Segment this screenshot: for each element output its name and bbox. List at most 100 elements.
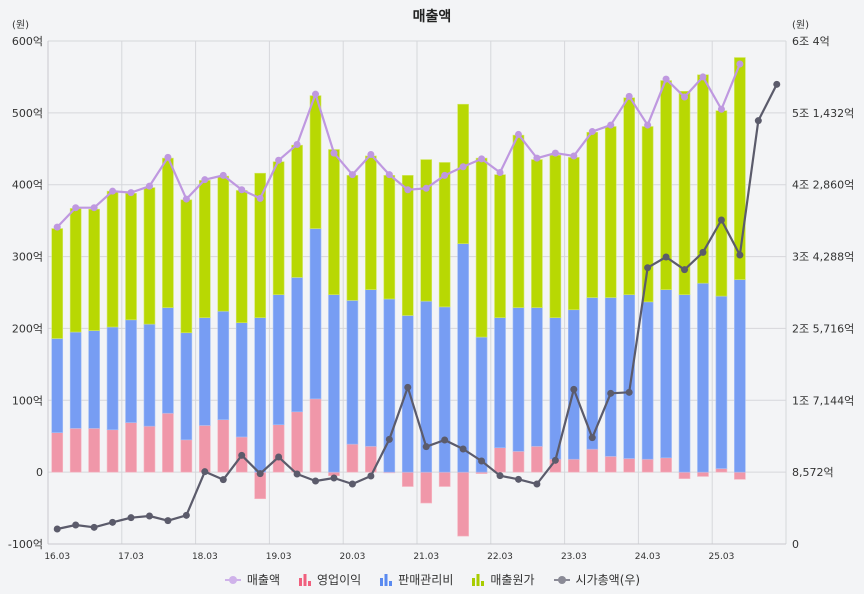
revenue-point — [219, 171, 227, 179]
legend-label: 시가총액(우) — [575, 573, 641, 587]
market-cap-point — [662, 253, 670, 261]
market-cap-point — [754, 117, 762, 125]
left-axis-tick-label: 300억 — [12, 251, 43, 264]
legend-item-revenue[interactable]: 매출액 — [224, 571, 280, 588]
bar-operating-profit — [586, 448, 599, 473]
bar-sga — [457, 243, 469, 473]
revenue-point — [478, 155, 486, 163]
bar-operating-profit — [420, 471, 433, 504]
bar-sga — [604, 297, 617, 457]
market-cap-point — [53, 525, 61, 533]
x-axis-tick-label: 25.03 — [709, 552, 735, 562]
bar-sga — [106, 326, 119, 431]
legend-item-market-cap[interactable]: 시가총액(우) — [553, 571, 641, 588]
market-cap-point — [699, 248, 707, 256]
bar-sga — [309, 228, 322, 400]
bar-sga — [494, 317, 506, 449]
market-cap-point — [145, 512, 153, 520]
legend-item-operating-profit[interactable]: 영업이익 — [298, 571, 361, 588]
bar-cogs — [162, 157, 174, 308]
revenue-point — [459, 163, 467, 171]
revenue-point — [72, 204, 80, 212]
market-cap-point — [570, 385, 578, 393]
left-axis-tick-label: 500억 — [12, 107, 43, 120]
market-cap-point — [681, 266, 689, 274]
x-axis-tick-label: 19.03 — [266, 552, 292, 562]
bar-cogs — [715, 110, 728, 297]
market-cap-point — [404, 383, 412, 391]
bar-cogs — [254, 172, 266, 318]
bar-cogs — [586, 131, 599, 298]
legend-item-cogs[interactable]: 매출원가 — [471, 571, 535, 588]
bar-operating-profit — [162, 412, 174, 473]
market-cap-point — [238, 451, 246, 459]
market-cap-point — [348, 480, 356, 488]
market-cap-point — [736, 251, 744, 259]
market-cap-point — [367, 472, 375, 480]
legend-label: 매출원가 — [490, 573, 535, 587]
bar-cogs — [106, 190, 119, 328]
revenue-point — [551, 149, 559, 157]
bar-operating-profit — [604, 456, 617, 473]
left-axis-tick-label: -100억 — [8, 538, 43, 551]
bar-operating-profit — [106, 429, 119, 473]
bar-operating-profit — [51, 432, 64, 473]
left-axis-tick-label: 200억 — [12, 322, 43, 335]
market-cap-point — [625, 388, 633, 396]
bar-sga — [328, 294, 340, 473]
x-axis-tick-label: 17.03 — [118, 552, 144, 562]
market-cap-point — [496, 472, 504, 480]
revenue-point — [256, 194, 264, 202]
revenue-point — [736, 60, 744, 68]
bar-cogs — [217, 175, 230, 312]
market-cap-point — [533, 480, 541, 488]
market-cap-point — [607, 389, 615, 397]
legend-label: 판매관리비 — [398, 573, 454, 587]
bar-cogs — [309, 95, 322, 229]
market-cap-point — [441, 436, 449, 444]
market-cap-point — [90, 523, 98, 531]
revenue-point — [201, 176, 209, 184]
market-cap-point — [422, 443, 430, 451]
chart-title: 매출액 — [412, 9, 452, 25]
revenue-point — [717, 105, 725, 113]
bar-operating-profit — [494, 447, 506, 473]
bar-cogs — [272, 161, 285, 295]
market-cap-point — [256, 470, 264, 478]
market-cap-point — [588, 434, 596, 442]
bar-sga — [641, 301, 654, 460]
right-axis-tick-label: 3조 4,288억 — [792, 251, 854, 264]
bar-sga — [734, 279, 746, 473]
bar-operating-profit — [457, 471, 469, 537]
market-cap-point — [72, 521, 80, 529]
revenue-point — [533, 154, 541, 162]
revenue-point — [90, 204, 98, 212]
market-cap-point — [182, 511, 190, 519]
left-axis-tick-label: 100억 — [12, 394, 43, 407]
right-axis-unit: (원) — [792, 20, 810, 31]
revenue-point — [53, 223, 61, 231]
bar-sga — [235, 322, 248, 438]
bar-cogs — [180, 199, 193, 334]
bar-cogs — [734, 57, 746, 280]
bar-sga — [438, 306, 451, 473]
market-cap-point — [201, 468, 209, 476]
bar-sga — [623, 294, 635, 459]
right-axis-tick-label: 4조 2,860억 — [792, 179, 854, 192]
market-cap-point — [514, 475, 522, 483]
bar-cogs — [678, 91, 691, 295]
revenue-point — [514, 130, 522, 138]
bar-sga — [678, 294, 691, 473]
left-axis-unit: (원) — [12, 20, 30, 31]
legend-item-sga[interactable]: 판매관리비 — [379, 571, 453, 588]
bar-cogs — [401, 175, 414, 316]
right-axis-tick-label: 0 — [792, 538, 799, 551]
bar-cogs — [199, 180, 211, 318]
market-cap-point — [644, 264, 652, 272]
bar-operating-profit — [531, 445, 543, 473]
market-cap-point — [219, 476, 227, 484]
bar-cogs — [641, 126, 654, 303]
market-cap-point — [459, 445, 467, 453]
bar-cogs — [549, 154, 562, 318]
x-axis-tick-label: 22.03 — [487, 552, 513, 562]
